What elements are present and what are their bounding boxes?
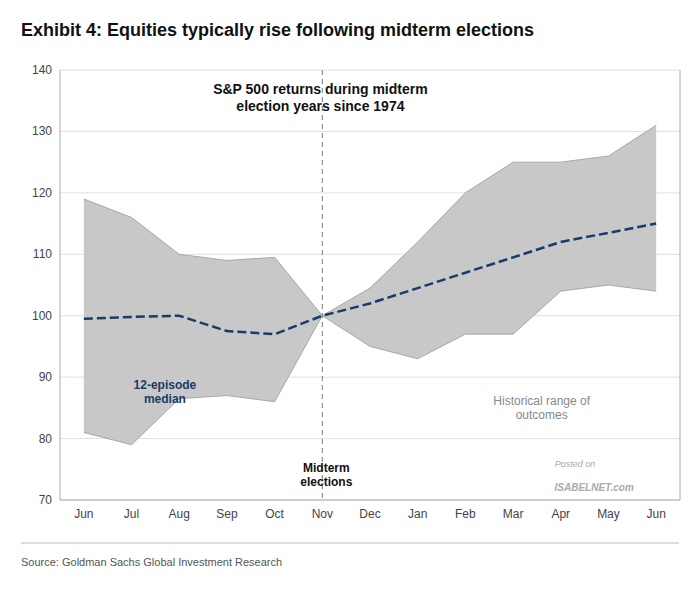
title: Exhibit 4: Equities typically rise follo… <box>21 20 534 40</box>
grid-line <box>60 70 680 71</box>
text-line: Historical range of <box>493 394 590 408</box>
text-line: median <box>144 392 186 406</box>
x-tick-label: Nov <box>312 507 333 521</box>
text-line: elections <box>300 475 352 489</box>
x-tick-label: Jun <box>646 507 665 521</box>
event-line <box>322 70 323 500</box>
band-label: Historical range ofoutcomes <box>493 394 590 422</box>
text-line: outcomes <box>516 408 568 422</box>
x-tick-label: May <box>597 507 620 521</box>
text-line: 12-episode <box>134 378 197 392</box>
event-label: Midtermelections <box>300 461 352 489</box>
y-tick-label: 120 <box>32 186 52 200</box>
chart-subtitle: S&P 500 returns during midtermelection y… <box>213 81 427 114</box>
watermark: Posted on <box>555 459 596 469</box>
grid-line <box>60 131 680 132</box>
chart: Exhibit 4: Equities typically rise follo… <box>0 0 700 600</box>
x-tick-label: Jun <box>74 507 93 521</box>
band-edge-upper <box>84 125 656 315</box>
grid-line <box>60 438 680 439</box>
text-line: Midterm <box>303 461 350 475</box>
x-tick-label: Jan <box>408 507 427 521</box>
x-tick-label: Sep <box>216 507 238 521</box>
range-band <box>84 125 656 444</box>
text-line: S&P 500 returns during midterm <box>213 81 427 97</box>
y-tick-label: 130 <box>32 124 52 138</box>
median-line <box>84 224 656 335</box>
source: Source: Goldman Sachs Global Investment … <box>21 556 282 568</box>
y-tick-label: 70 <box>39 493 53 507</box>
x-tick-label: Apr <box>551 507 570 521</box>
text-line: election years since 1974 <box>236 98 404 114</box>
x-tick-label: Dec <box>359 507 380 521</box>
plot-area <box>84 70 656 500</box>
y-tick-label: 140 <box>32 63 52 77</box>
y-tick-label: 100 <box>32 309 52 323</box>
x-tick-label: Oct <box>265 507 284 521</box>
x-axis-line <box>60 500 680 501</box>
y-tick-label: 110 <box>33 247 52 261</box>
x-tick-label: Aug <box>169 507 190 521</box>
right-axis-line <box>680 70 681 500</box>
x-tick-label: Feb <box>455 507 476 521</box>
x-tick-label: Jul <box>124 507 139 521</box>
separator <box>21 543 679 544</box>
y-tick-label: 90 <box>39 370 53 384</box>
y-axis-line <box>60 70 61 500</box>
x-tick-label: Mar <box>503 507 524 521</box>
grid-line <box>60 500 680 501</box>
band-edge-lower <box>84 285 656 445</box>
watermark: ISABELNET.com <box>555 482 634 493</box>
median-label: 12-episodemedian <box>134 378 197 406</box>
y-tick-label: 80 <box>39 432 53 446</box>
